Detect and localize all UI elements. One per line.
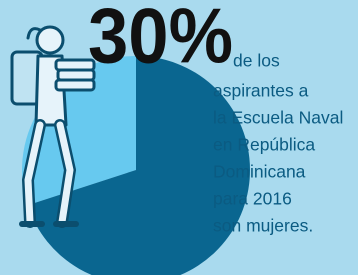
caption-line: Dominicana [213, 162, 306, 182]
caption-line: en República [213, 135, 315, 155]
caption-line: de los [233, 51, 280, 71]
caption-line: son mujeres. [213, 216, 313, 236]
percent-label: 30% [88, 0, 233, 80]
caption-line: para 2016 [213, 189, 292, 209]
caption-line: la Escuela Naval [213, 108, 343, 128]
caption-line: aspirantes a [213, 81, 309, 101]
infographic: 30% de los aspirantes a la Escuela Naval en… [0, 0, 358, 275]
